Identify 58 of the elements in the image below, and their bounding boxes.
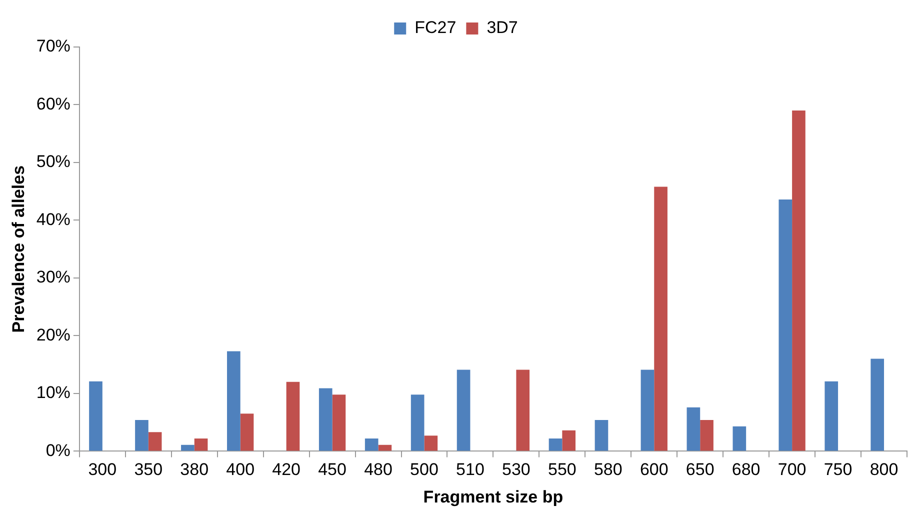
x-tick-label: 480 bbox=[364, 460, 392, 480]
bar bbox=[700, 420, 714, 451]
bar bbox=[732, 426, 746, 451]
x-tick-label: 700 bbox=[778, 460, 806, 480]
bar bbox=[181, 444, 194, 451]
x-axis-title: Fragment size bp bbox=[423, 487, 564, 506]
bar bbox=[378, 444, 392, 451]
x-tick-label: 300 bbox=[88, 460, 117, 480]
x-tick-label: 420 bbox=[272, 460, 301, 480]
bar bbox=[654, 186, 668, 451]
x-tick-label: 500 bbox=[410, 460, 438, 480]
bar bbox=[870, 358, 884, 451]
y-tick-label: 0% bbox=[46, 440, 70, 460]
bar bbox=[286, 382, 300, 451]
x-tick-label: 450 bbox=[318, 460, 346, 480]
y-tick-label: 40% bbox=[36, 210, 70, 229]
y-tick-label: 70% bbox=[36, 36, 70, 56]
x-tick-label: 510 bbox=[456, 460, 484, 480]
y-axis-title: Prevalence of alleles bbox=[8, 165, 28, 333]
bar bbox=[686, 407, 700, 451]
x-tick-label: 580 bbox=[594, 460, 622, 480]
bar bbox=[332, 394, 346, 451]
bar bbox=[516, 370, 530, 451]
bar bbox=[640, 370, 654, 451]
legend-label: FC27 bbox=[414, 18, 456, 38]
x-tick-label: 800 bbox=[870, 460, 898, 480]
bar bbox=[424, 436, 438, 451]
bar bbox=[562, 430, 576, 451]
bar bbox=[194, 438, 208, 451]
bar bbox=[364, 438, 378, 451]
bar bbox=[792, 110, 806, 451]
x-tick-label: 750 bbox=[824, 460, 852, 480]
bar bbox=[410, 394, 424, 451]
bar bbox=[89, 381, 102, 451]
bar bbox=[135, 420, 148, 451]
x-tick-label: 550 bbox=[548, 460, 576, 480]
legend-label: 3D7 bbox=[486, 18, 518, 38]
x-tick-label: 600 bbox=[640, 460, 668, 480]
bar bbox=[548, 438, 562, 451]
x-tick-label: 380 bbox=[180, 460, 209, 480]
x-tick-label: 680 bbox=[732, 460, 760, 480]
x-tick-label: 350 bbox=[134, 460, 163, 480]
bar bbox=[227, 351, 240, 451]
y-tick-label: 20% bbox=[36, 325, 70, 344]
bar bbox=[824, 381, 838, 451]
y-tick-label: 10% bbox=[36, 383, 70, 402]
y-tick-label: 50% bbox=[36, 152, 70, 172]
bar bbox=[240, 414, 254, 451]
bar bbox=[594, 420, 608, 451]
bar bbox=[456, 370, 470, 451]
bar bbox=[778, 199, 792, 451]
x-tick-label: 400 bbox=[226, 460, 255, 480]
x-tick-label: 530 bbox=[502, 460, 530, 480]
bar bbox=[148, 432, 162, 451]
y-tick-label: 60% bbox=[36, 94, 70, 114]
y-tick-label: 30% bbox=[36, 268, 70, 287]
bar bbox=[318, 388, 332, 451]
x-tick-label: 650 bbox=[686, 460, 714, 480]
